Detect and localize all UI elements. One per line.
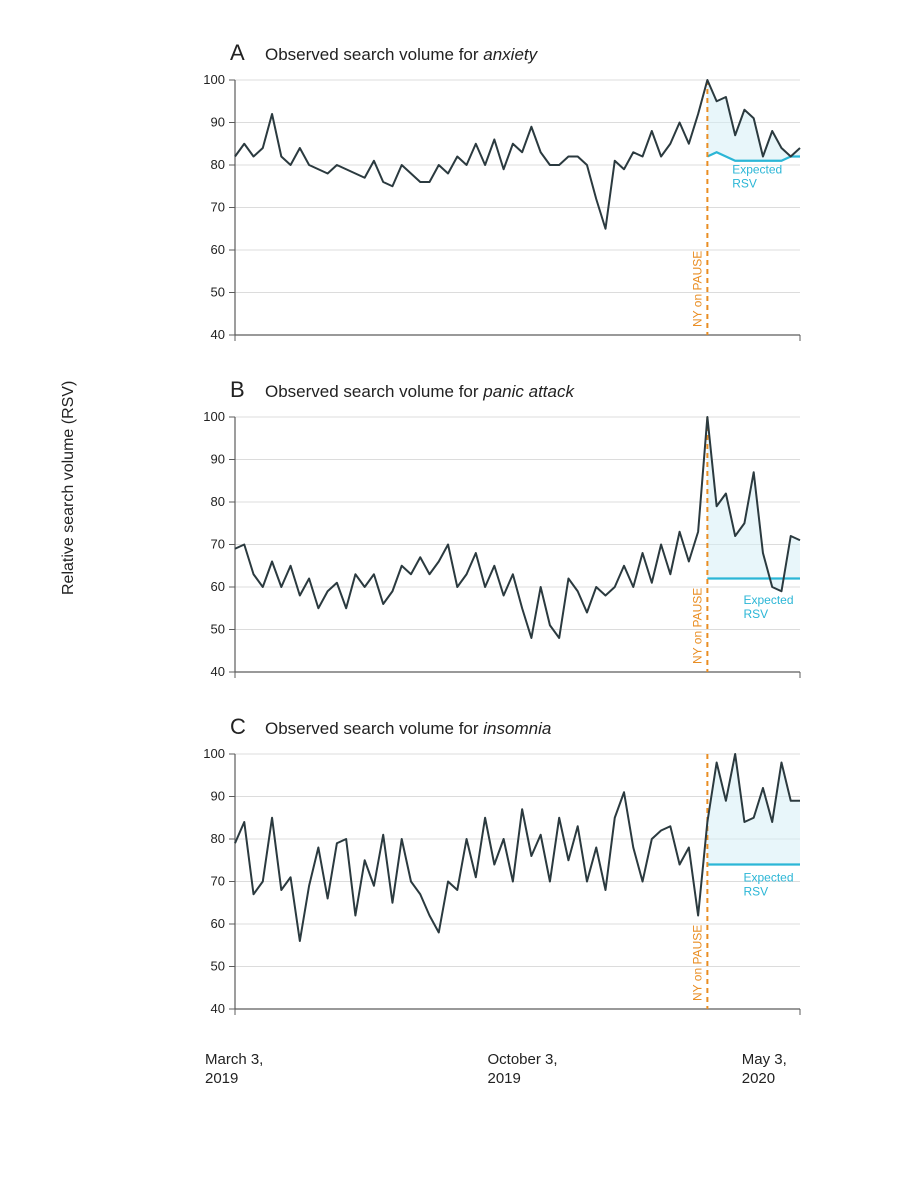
y-tick-label: 80: [211, 831, 225, 846]
y-tick-label: 40: [211, 664, 225, 679]
panel-a: AObserved search volume for anxiety 40 50 6…: [170, 40, 830, 347]
panel-title-text: Observed search volume for panic attack: [265, 382, 574, 401]
y-tick-label: 50: [211, 959, 225, 974]
y-tick-label: 50: [211, 622, 225, 637]
y-tick-label: 90: [211, 452, 225, 467]
x-axis-labels: March 3,2019October 3,2019May 3,2020: [170, 1051, 810, 1101]
panel-title: CObserved search volume for insomnia: [170, 714, 830, 740]
panel-title-prefix: Observed search volume for: [265, 382, 483, 401]
pause-label: NY on PAUSE: [690, 588, 704, 664]
expected-label-2: RSV: [744, 885, 769, 899]
panel-title-term: panic attack: [483, 382, 574, 401]
y-tick-label: 90: [211, 789, 225, 804]
panel-title-prefix: Observed search volume for: [265, 45, 483, 64]
y-axis-label: Relative search volume (RSV): [60, 381, 78, 595]
x-tick-label-line1: March 3,: [205, 1051, 325, 1070]
y-tick-label: 40: [211, 1001, 225, 1016]
y-tick-label: 90: [211, 115, 225, 130]
panel-letter: A: [230, 40, 265, 66]
panel-c: CObserved search volume for insomnia 40 50…: [170, 714, 830, 1021]
y-tick-label: 50: [211, 285, 225, 300]
y-tick-label: 60: [211, 579, 225, 594]
x-tick-label: March 3,2019: [205, 1051, 325, 1089]
y-tick-label: 100: [203, 409, 225, 424]
y-tick-label: 60: [211, 242, 225, 257]
pause-label: NY on PAUSE: [690, 925, 704, 1001]
panel-title-term: anxiety: [483, 45, 537, 64]
pause-label: NY on PAUSE: [690, 251, 704, 327]
x-tick-label-line2: 2019: [205, 1070, 325, 1089]
panel-title-text: Observed search volume for insomnia: [265, 719, 551, 738]
chart: 40 50 60 70 80 90 100 NY on PAUSE ExpectedRSV: [170, 746, 810, 1021]
expected-fill: [707, 754, 800, 865]
panel-letter: B: [230, 377, 265, 403]
x-tick-label-line2: 2019: [488, 1070, 608, 1089]
x-tick-label-line2: 2020: [742, 1070, 862, 1089]
panel-title: BObserved search volume for panic attack: [170, 377, 830, 403]
y-tick-label: 100: [203, 746, 225, 761]
y-tick-label: 60: [211, 916, 225, 931]
y-tick-label: 70: [211, 537, 225, 552]
y-tick-label: 80: [211, 494, 225, 509]
y-tick-label: 70: [211, 874, 225, 889]
expected-label-1: Expected: [744, 871, 794, 885]
panel-title: AObserved search volume for anxiety: [170, 40, 830, 66]
panel-title-text: Observed search volume for anxiety: [265, 45, 537, 64]
chart: 40 50 60 70 80 90 100 NY on PAUSE ExpectedRSV: [170, 72, 810, 347]
panel-letter: C: [230, 714, 265, 740]
expected-label-1: Expected: [744, 593, 794, 607]
y-tick-label: 80: [211, 157, 225, 172]
expected-label-2: RSV: [732, 177, 757, 191]
y-tick-label: 40: [211, 327, 225, 342]
x-tick-label-line1: October 3,: [488, 1051, 608, 1070]
expected-label-2: RSV: [744, 607, 769, 621]
x-tick-label: May 3,2020: [742, 1051, 862, 1089]
y-tick-label: 70: [211, 200, 225, 215]
panel-b: BObserved search volume for panic attack…: [170, 377, 830, 684]
expected-label-1: Expected: [732, 163, 782, 177]
x-tick-label: October 3,2019: [488, 1051, 608, 1089]
panel-title-prefix: Observed search volume for: [265, 719, 483, 738]
y-tick-label: 100: [203, 72, 225, 87]
chart: 40 50 60 70 80 90 100 NY on PAUSE ExpectedRSV: [170, 409, 810, 684]
x-tick-label-line1: May 3,: [742, 1051, 862, 1070]
panel-title-term: insomnia: [483, 719, 551, 738]
